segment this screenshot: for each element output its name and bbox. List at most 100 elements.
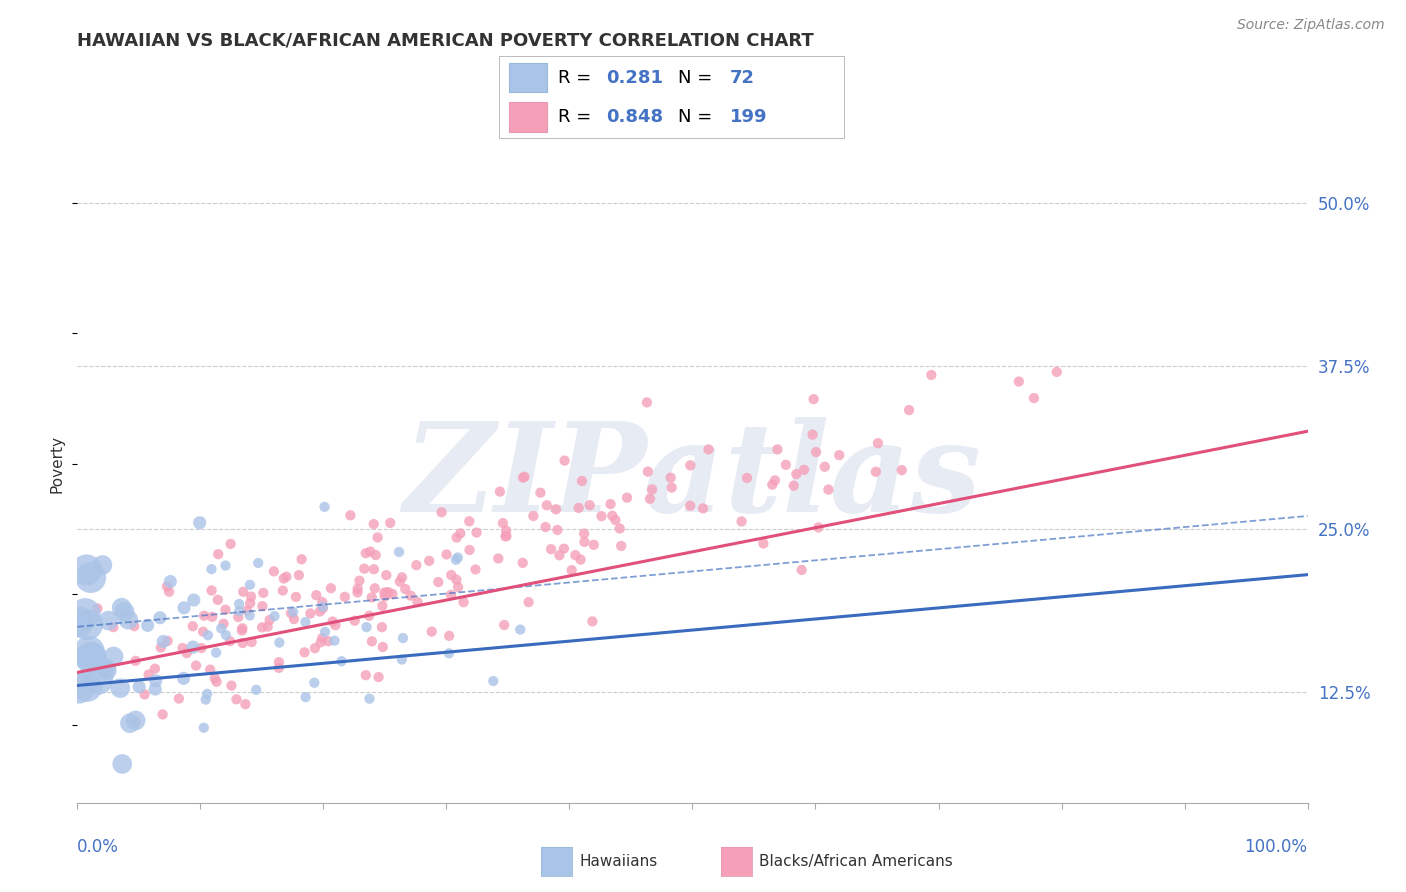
Point xyxy=(325,618,347,632)
Point xyxy=(181,640,204,654)
Point xyxy=(449,526,471,541)
Point xyxy=(391,570,413,584)
Point xyxy=(156,634,179,648)
Point xyxy=(219,634,242,648)
Point xyxy=(195,687,218,701)
Point xyxy=(817,483,839,497)
Point xyxy=(486,551,509,566)
Point xyxy=(111,756,134,771)
Point xyxy=(77,644,100,658)
Point xyxy=(572,526,595,541)
Point xyxy=(465,525,488,540)
Point xyxy=(616,491,638,505)
Point xyxy=(250,620,273,634)
Point xyxy=(371,599,394,613)
Point xyxy=(239,596,262,610)
Point xyxy=(375,568,398,582)
Point xyxy=(793,463,815,477)
Point xyxy=(145,673,167,688)
FancyBboxPatch shape xyxy=(509,103,547,132)
Y-axis label: Poverty: Poverty xyxy=(49,434,65,493)
Point xyxy=(200,583,222,598)
Text: Hawaiians: Hawaiians xyxy=(579,855,658,869)
Text: 0.0%: 0.0% xyxy=(77,838,120,856)
Point xyxy=(309,635,332,649)
Point xyxy=(546,523,568,537)
Text: Blacks/African Americans: Blacks/African Americans xyxy=(759,855,953,869)
Point xyxy=(388,545,411,559)
Point xyxy=(373,585,395,599)
Point xyxy=(661,481,683,495)
Point xyxy=(304,675,326,690)
Point xyxy=(284,590,307,604)
Point xyxy=(152,707,174,722)
Point xyxy=(198,663,221,677)
Point xyxy=(173,671,195,685)
Point xyxy=(181,619,204,633)
Point xyxy=(96,664,118,678)
Point xyxy=(553,541,575,556)
Point xyxy=(311,595,333,609)
Point xyxy=(294,615,316,629)
Point xyxy=(124,714,146,729)
Point xyxy=(659,471,682,485)
Point xyxy=(339,508,361,523)
Point xyxy=(489,484,512,499)
Point xyxy=(232,636,254,650)
Text: 0.281: 0.281 xyxy=(606,69,662,87)
Point xyxy=(360,634,382,648)
Point xyxy=(568,500,591,515)
Point xyxy=(561,563,583,577)
Point xyxy=(775,458,797,472)
Point xyxy=(544,502,567,516)
Point xyxy=(200,562,222,576)
Point xyxy=(117,613,139,627)
Point xyxy=(124,654,146,668)
Point xyxy=(406,595,429,609)
Point xyxy=(309,605,332,619)
Point xyxy=(591,509,613,524)
Point xyxy=(446,531,468,545)
Text: N =: N = xyxy=(678,108,718,126)
Point xyxy=(447,580,470,594)
Point xyxy=(349,574,371,588)
Point xyxy=(346,585,368,599)
Point xyxy=(898,403,921,417)
Point xyxy=(312,601,335,615)
Point xyxy=(228,604,250,618)
Point xyxy=(761,477,783,491)
Point xyxy=(67,615,90,629)
Point xyxy=(367,670,389,684)
Point xyxy=(134,687,156,701)
Point xyxy=(735,471,758,485)
Point xyxy=(333,590,356,604)
Point xyxy=(240,590,263,604)
Point xyxy=(458,543,481,558)
Point xyxy=(281,605,304,619)
Text: Source: ZipAtlas.com: Source: ZipAtlas.com xyxy=(1237,18,1385,32)
Point xyxy=(80,650,103,665)
Point xyxy=(183,593,205,607)
Point xyxy=(522,509,544,524)
Point xyxy=(363,517,385,532)
Point xyxy=(437,629,460,643)
Point xyxy=(636,395,658,409)
Point xyxy=(176,646,198,660)
Point xyxy=(430,505,453,519)
Point xyxy=(79,570,101,584)
Text: R =: R = xyxy=(558,108,596,126)
Point xyxy=(582,538,605,552)
Point xyxy=(316,634,339,648)
Point xyxy=(259,613,281,627)
Point xyxy=(86,601,108,615)
Point xyxy=(495,529,517,543)
Point xyxy=(458,514,481,528)
Point xyxy=(571,474,593,488)
Point xyxy=(124,714,146,728)
Point xyxy=(440,568,463,582)
Point xyxy=(679,458,702,473)
Point xyxy=(136,618,159,632)
Point xyxy=(111,600,134,615)
Point xyxy=(214,558,236,573)
Point xyxy=(392,631,415,645)
